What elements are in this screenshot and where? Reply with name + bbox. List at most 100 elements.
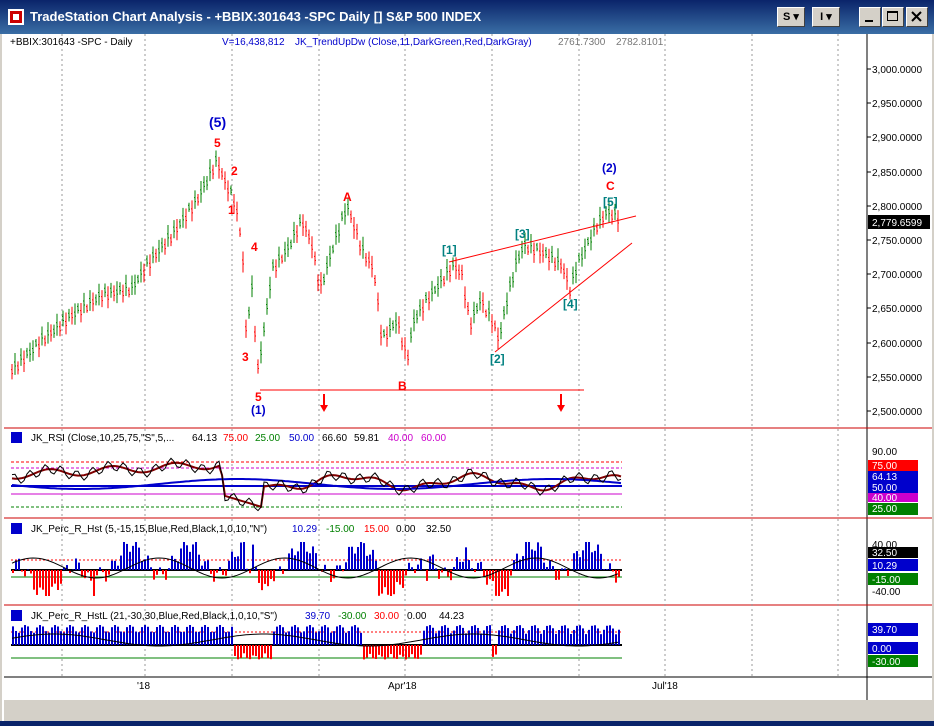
perc-panel-icon <box>11 523 22 534</box>
perc-bar <box>303 542 305 570</box>
wave-label: A <box>343 190 352 204</box>
chart-area[interactable]: +BBIX:301643 -SPC - Daily V=16,438,812 J… <box>2 34 932 721</box>
perc-bar <box>270 570 272 579</box>
percl-bar <box>549 625 551 645</box>
window-title: TradeStation Chart Analysis - +BBIX:3016… <box>30 9 481 24</box>
perc-bar <box>87 570 89 572</box>
percl-bar <box>573 630 575 645</box>
percl-bar <box>168 632 170 645</box>
perc-bar <box>387 570 389 595</box>
percl-badges: 39.70 0.00 -30.00 <box>868 623 918 668</box>
percl-label: JK_Perc_R_HstL (21,-30,30,Blue,Red,Black… <box>31 611 277 622</box>
percl-bar <box>294 625 296 645</box>
percl-bar <box>588 630 590 645</box>
perc-value: 32.50 <box>426 524 451 535</box>
percl-bar <box>201 627 203 645</box>
wave-label: 5 <box>214 136 221 150</box>
close-button[interactable] <box>906 7 928 27</box>
perc-bar <box>36 570 38 595</box>
percl-bar <box>447 628 449 645</box>
perc-bar <box>378 570 380 596</box>
percl-bar <box>402 645 404 657</box>
percl-bar <box>432 628 434 645</box>
price-tick: 2,750.0000 <box>872 236 922 247</box>
minimize-button[interactable] <box>859 7 881 27</box>
percl-bar <box>132 627 134 645</box>
percl-bar <box>360 633 362 645</box>
perc-bar <box>162 570 164 574</box>
perc-badges: 32.50 10.29 -15.00 <box>868 547 918 586</box>
percl-badge: 39.70 <box>872 625 897 636</box>
percl-bar <box>366 645 368 657</box>
perc-bar <box>396 570 398 582</box>
percl-bar <box>51 627 53 645</box>
wave-label: 3 <box>242 350 249 364</box>
percl-bar <box>435 633 437 645</box>
percl-bar <box>561 626 563 645</box>
perc-bar <box>459 562 461 570</box>
perc-bar <box>474 570 476 572</box>
perc-bar <box>258 570 260 583</box>
perc-bar <box>243 542 245 570</box>
wave-label: 4 <box>251 240 258 254</box>
percl-value: 44.23 <box>439 611 464 622</box>
rsi-value: 50.00 <box>289 433 314 444</box>
percl-bar <box>45 631 47 645</box>
perc-bar <box>261 570 263 590</box>
percl-bar <box>510 634 512 645</box>
percl-bar <box>381 645 383 657</box>
percl-bar <box>159 625 161 645</box>
chart-svg[interactable]: +BBIX:301643 -SPC - Daily V=16,438,812 J… <box>2 34 932 721</box>
indicator-label: JK_TrendUpDw (Close,11,DarkGreen,Red,Dar… <box>295 37 532 48</box>
symbol-button[interactable]: S ▾ <box>777 7 805 27</box>
perc-bar <box>21 570 23 572</box>
perc-bar <box>369 555 371 570</box>
percl-bar <box>306 627 308 645</box>
maximize-button[interactable] <box>882 7 904 27</box>
percl-bar <box>375 645 377 659</box>
perc-bar <box>147 556 149 570</box>
percl-badge: 0.00 <box>872 644 892 655</box>
percl-bar <box>225 632 227 645</box>
percl-bar <box>552 628 554 645</box>
perc-bar <box>135 542 137 570</box>
perc-bar <box>234 557 236 570</box>
perc-bar <box>606 569 608 570</box>
percl-bar <box>555 634 557 645</box>
percl-bar <box>249 645 251 659</box>
price-tick: 2,900.0000 <box>872 133 922 144</box>
percl-bar <box>141 627 143 645</box>
wave-label: [5] <box>603 195 618 209</box>
wave-label: [2] <box>490 352 505 366</box>
perc-bar <box>267 570 269 586</box>
perc-badge: 32.50 <box>872 548 897 559</box>
percl-bar <box>240 645 242 658</box>
percl-bar <box>423 631 425 645</box>
perc-bar <box>51 570 53 587</box>
percl-badge: -30.00 <box>872 657 901 668</box>
perc-bar <box>42 570 44 590</box>
percl-bar <box>600 634 602 645</box>
percl-bar <box>261 645 263 658</box>
perc-bar <box>153 570 155 580</box>
percl-bar <box>414 645 416 659</box>
perc-bar <box>492 570 494 581</box>
percl-bar <box>483 630 485 645</box>
percl-bar <box>177 627 179 645</box>
perc-bar <box>48 570 50 596</box>
rsi-badge: 40.00 <box>872 493 897 504</box>
wave-label: (2) <box>602 161 617 175</box>
minimize-icon <box>860 8 880 26</box>
perc-bar <box>456 557 458 570</box>
percl-bar <box>36 627 38 645</box>
percl-bar <box>348 631 350 645</box>
percl-bar <box>96 627 98 645</box>
percl-bar <box>351 626 353 645</box>
rsi-panel-icon <box>11 432 22 443</box>
indicator-button[interactable]: I ▾ <box>812 7 840 27</box>
percl-bar <box>495 645 497 655</box>
percl-bar <box>150 632 152 645</box>
percl-bar <box>129 625 131 645</box>
title-bar[interactable]: TradeStation Chart Analysis - +BBIX:3016… <box>0 0 934 34</box>
percl-bar <box>603 630 605 645</box>
